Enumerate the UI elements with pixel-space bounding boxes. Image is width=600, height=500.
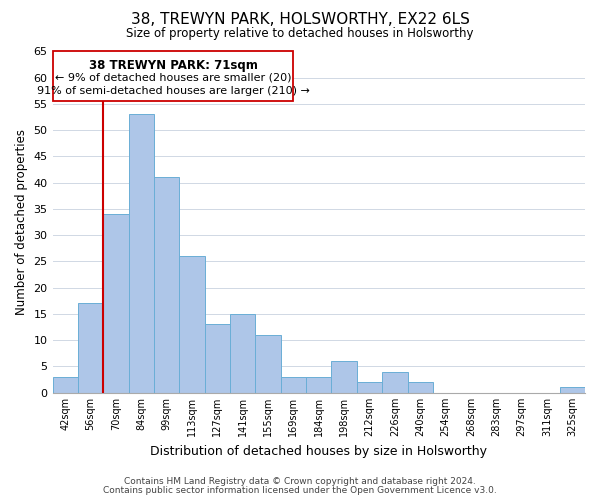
Text: 91% of semi-detached houses are larger (210) →: 91% of semi-detached houses are larger (… <box>37 86 310 96</box>
Text: Contains public sector information licensed under the Open Government Licence v3: Contains public sector information licen… <box>103 486 497 495</box>
Text: Size of property relative to detached houses in Holsworthy: Size of property relative to detached ho… <box>126 28 474 40</box>
Bar <box>357 382 382 392</box>
Y-axis label: Number of detached properties: Number of detached properties <box>15 129 28 315</box>
Bar <box>53 377 78 392</box>
Bar <box>256 335 281 392</box>
Bar <box>281 377 306 392</box>
Bar <box>382 372 407 392</box>
Bar <box>205 324 230 392</box>
Bar <box>306 377 331 392</box>
Bar <box>230 314 256 392</box>
Bar <box>128 114 154 392</box>
Bar <box>407 382 433 392</box>
Bar <box>331 361 357 392</box>
Bar <box>154 178 179 392</box>
Text: 38 TREWYN PARK: 71sqm: 38 TREWYN PARK: 71sqm <box>89 60 257 72</box>
Text: 38, TREWYN PARK, HOLSWORTHY, EX22 6LS: 38, TREWYN PARK, HOLSWORTHY, EX22 6LS <box>131 12 469 28</box>
Bar <box>103 214 128 392</box>
X-axis label: Distribution of detached houses by size in Holsworthy: Distribution of detached houses by size … <box>150 444 487 458</box>
Bar <box>78 304 103 392</box>
Bar <box>53 52 293 102</box>
Text: ← 9% of detached houses are smaller (20): ← 9% of detached houses are smaller (20) <box>55 72 291 83</box>
Text: Contains HM Land Registry data © Crown copyright and database right 2024.: Contains HM Land Registry data © Crown c… <box>124 477 476 486</box>
Bar <box>179 256 205 392</box>
Bar <box>560 388 585 392</box>
